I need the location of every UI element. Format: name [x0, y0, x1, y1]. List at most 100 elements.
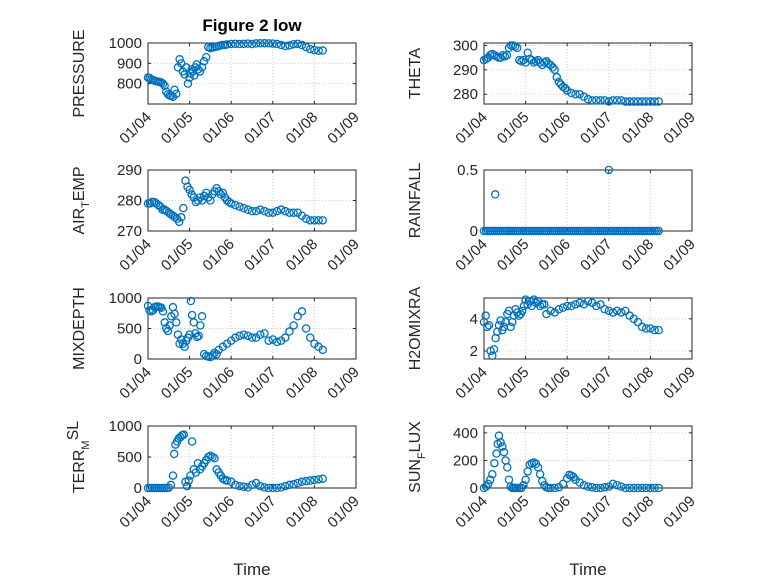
- data-point: [583, 94, 593, 104]
- data-point: [629, 97, 639, 106]
- data-point: [575, 298, 584, 308]
- data-point: [243, 205, 253, 214]
- data-point: [318, 46, 327, 55]
- data-point: [600, 96, 609, 105]
- data-point: [192, 332, 202, 342]
- data-point: [301, 476, 311, 486]
- y-tick-label: 900: [117, 55, 142, 72]
- data-point: [193, 65, 203, 74]
- x-tick-label: 01/08: [619, 236, 658, 275]
- data-point: [268, 39, 278, 48]
- data-point: [633, 97, 643, 106]
- x-tick-label: 01/09: [660, 493, 699, 532]
- data-point: [196, 321, 205, 330]
- data-point: [285, 41, 294, 50]
- x-tick-label: 01/05: [494, 236, 533, 275]
- data-point: [293, 478, 303, 488]
- data-point: [583, 296, 593, 306]
- data-point: [256, 38, 265, 48]
- data-point: [195, 67, 205, 76]
- data-point: [276, 40, 286, 50]
- x-tick-label: 01/09: [324, 236, 363, 275]
- data-point: [310, 45, 319, 55]
- data-point: [170, 85, 179, 95]
- data-point: [185, 330, 194, 339]
- data-point: [272, 39, 282, 49]
- data-point: [483, 479, 493, 489]
- y-axis-label: RAINFALL: [407, 163, 424, 239]
- data-point: [592, 96, 601, 105]
- data-point: [621, 97, 630, 106]
- x-tick-label: 01/08: [283, 236, 322, 275]
- data-point: [170, 213, 180, 222]
- x-tick-label: 01/07: [577, 109, 616, 148]
- data-point: [175, 55, 184, 64]
- x-tick-label: 01/05: [158, 109, 197, 148]
- x-tick-label: 01/07: [241, 236, 280, 275]
- data-point: [314, 475, 323, 484]
- data-point: [166, 480, 176, 490]
- data-point: [633, 317, 643, 327]
- data-point: [158, 79, 168, 88]
- x-tick-label: 01/09: [324, 364, 363, 403]
- data-point: [194, 331, 204, 341]
- x-tick-label: 01/08: [283, 493, 322, 532]
- data-point: [251, 206, 261, 216]
- y-axis-label: PRESSURE: [71, 29, 88, 117]
- data-point: [168, 471, 178, 480]
- data-point: [604, 165, 614, 175]
- data-point: [260, 206, 269, 216]
- data-point: [550, 65, 559, 75]
- y-tick-label: 500: [117, 449, 142, 466]
- y-tick-label: 280: [453, 86, 478, 103]
- data-point: [218, 188, 228, 198]
- data-point: [583, 482, 593, 491]
- x-tick-label: 01/06: [535, 236, 574, 275]
- data-point: [169, 449, 179, 459]
- plot-area: [484, 43, 692, 104]
- data-point: [301, 214, 311, 224]
- data-point: [608, 479, 618, 489]
- data-point: [600, 483, 609, 492]
- data-point: [172, 89, 181, 99]
- data-point: [170, 309, 179, 319]
- x-axis-label: Time: [233, 560, 270, 579]
- data-point: [251, 39, 261, 48]
- x-tick-label: 01/09: [324, 493, 363, 532]
- data-point: [518, 306, 527, 316]
- data-point: [272, 337, 282, 347]
- x-tick-label: 01/06: [199, 493, 238, 532]
- data-point: [496, 316, 505, 325]
- data-point: [289, 480, 298, 489]
- data-point: [268, 335, 278, 344]
- data-point: [268, 483, 278, 493]
- data-point: [596, 300, 605, 309]
- data-point: [654, 483, 663, 493]
- data-point: [264, 39, 273, 48]
- data-point: [550, 483, 559, 493]
- x-tick-label: 01/04: [452, 109, 491, 148]
- data-point: [293, 39, 303, 49]
- data-point: [172, 318, 181, 327]
- data-point: [289, 39, 298, 49]
- data-point: [617, 482, 626, 491]
- data-point: [272, 483, 282, 493]
- data-point: [268, 208, 278, 217]
- data-point: [484, 321, 494, 330]
- x-tick-label: 01/04: [452, 493, 491, 532]
- data-point: [525, 460, 535, 469]
- data-point: [247, 333, 257, 342]
- data-point: [297, 307, 307, 316]
- data-point: [646, 97, 655, 106]
- data-point: [608, 308, 618, 317]
- y-axis-label: TERRMSL: [65, 421, 92, 493]
- data-point: [506, 322, 515, 332]
- data-point: [264, 336, 273, 345]
- data-point: [504, 43, 514, 53]
- data-point: [201, 188, 211, 198]
- data-point: [293, 312, 303, 321]
- data-point: [554, 77, 564, 87]
- data-point: [513, 43, 522, 53]
- data-point: [637, 483, 647, 493]
